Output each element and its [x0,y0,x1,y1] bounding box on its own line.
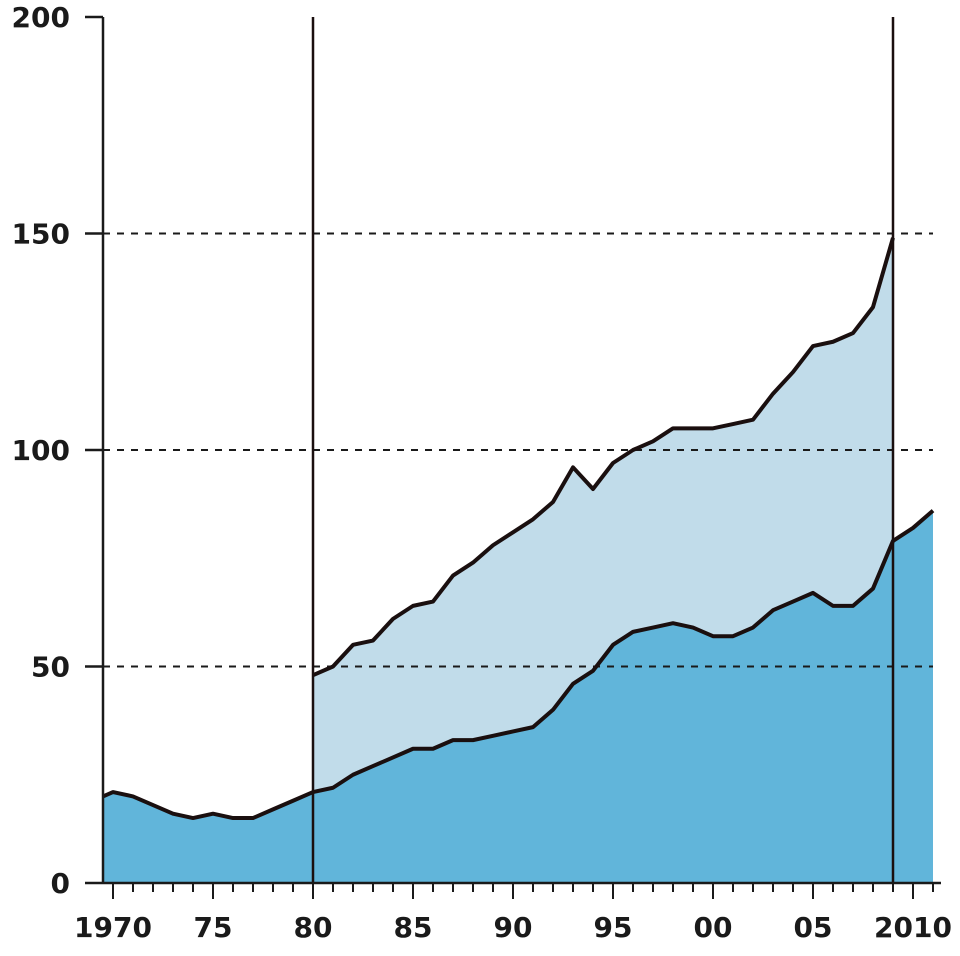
upper-series-area-group [313,237,893,793]
y-tick-label: 100 [12,434,70,467]
y-tick-label: 200 [12,1,70,34]
lower-series-line [102,509,935,821]
series-lines [102,237,935,821]
y-tick-label: 0 [51,867,70,900]
x-tick-label: 80 [294,911,333,944]
vertical-marker-lines [311,17,895,883]
x-tick-label: 05 [794,911,833,944]
lower-series-area-group [103,510,933,883]
tick-labels: 0 50 100 150 200 1970 75 80 85 90 95 00 05 2010 [12,1,952,944]
y-tick-label: 50 [31,651,70,684]
x-tick-label: 85 [394,911,433,944]
upper-series-line [312,237,895,677]
x-tick-label: 1970 [74,911,152,944]
x-tick-label: 75 [194,911,233,944]
x-tick-label: 00 [694,911,733,944]
gridlines [103,232,933,668]
upper-series-area [313,237,893,793]
axes [85,15,941,899]
x-tick-label: 95 [594,911,633,944]
x-tick-label: 90 [494,911,533,944]
x-tick-label: 2010 [874,911,952,944]
lower-series-area [103,510,933,883]
y-tick-label: 150 [12,218,70,251]
